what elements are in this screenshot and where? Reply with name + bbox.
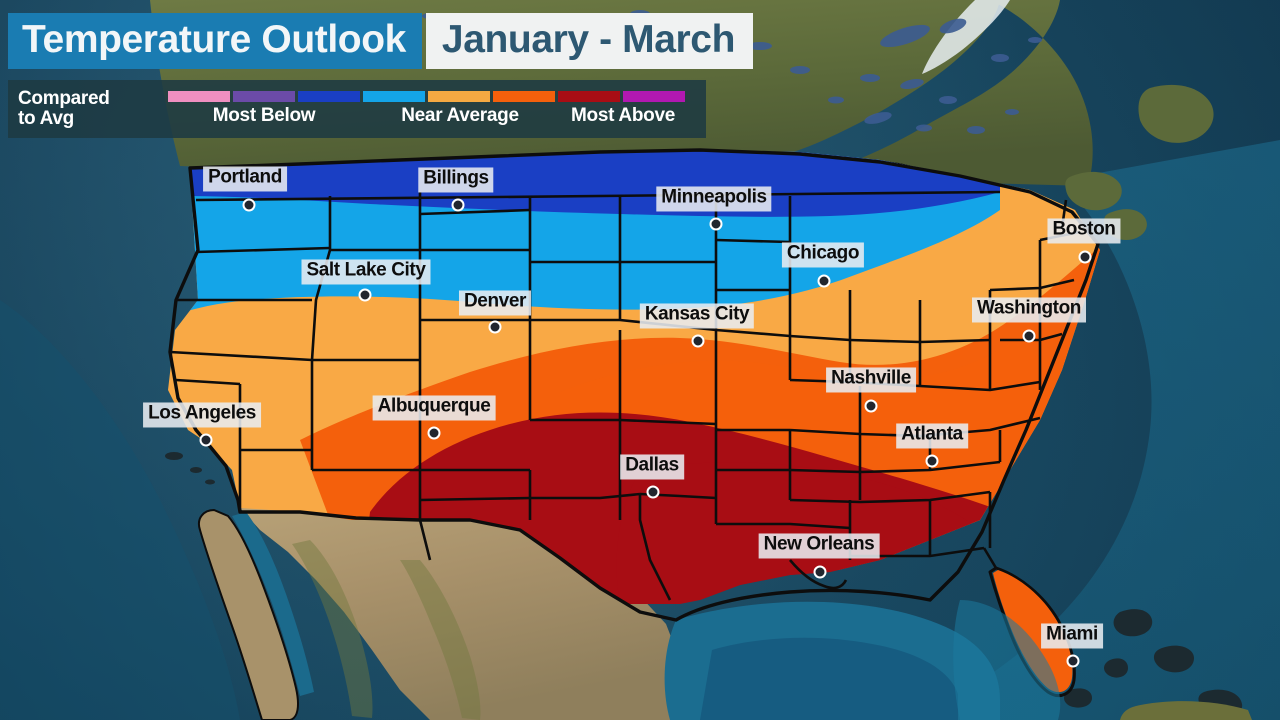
- cuba-island: [1120, 701, 1252, 720]
- city-label: Salt Lake City: [301, 259, 431, 284]
- city-dot: [1022, 329, 1036, 343]
- arctic-ice-streak: [922, 0, 1010, 74]
- city-label: Albuquerque: [372, 395, 496, 420]
- city-dot: [1066, 654, 1080, 668]
- city-label: Dallas: [620, 454, 684, 479]
- city-dot: [709, 217, 723, 231]
- city-label: Minneapolis: [656, 186, 772, 211]
- legend-scale: Most Below Near Average Most Above: [166, 91, 706, 127]
- gulf-deep: [700, 637, 958, 720]
- city-label: Kansas City: [639, 303, 755, 328]
- florida-zone-fill: [993, 570, 1073, 693]
- city-label: Los Angeles: [143, 402, 261, 427]
- legend-title: Compared to Avg: [8, 89, 166, 129]
- city-dot: [427, 426, 441, 440]
- legend-swatch-near-light-orange: [428, 91, 490, 102]
- legend-label-near-average: Near Average: [401, 105, 519, 126]
- channel-islands: [165, 452, 215, 485]
- period-label: January - March: [425, 13, 754, 69]
- pacific-shelf: [0, 300, 240, 720]
- city-dot: [691, 334, 705, 348]
- city-label: Boston: [1047, 218, 1121, 243]
- city-dot: [1078, 250, 1092, 264]
- baja-peninsula: [198, 508, 299, 720]
- city-dot: [199, 433, 213, 447]
- city-dot: [864, 399, 878, 413]
- city-dot: [451, 198, 465, 212]
- city-dot: [358, 288, 372, 302]
- page-title: Temperature Outlook: [8, 13, 422, 69]
- zone-above-orange-plains-finger: [560, 340, 1060, 440]
- mexico-highlands: [292, 540, 481, 720]
- bahamas-islands: [1064, 609, 1243, 717]
- legend-swatch-near-light-blue: [363, 91, 425, 102]
- city-label: Denver: [458, 290, 532, 315]
- legend-swatches: [166, 91, 698, 102]
- legend-title-line1: Compared: [18, 88, 110, 110]
- city-label: Chicago: [781, 242, 865, 267]
- legend-panel: Compared to Avg Most Below Near Average …: [8, 80, 706, 138]
- legend-swatch-above-dark-red: [558, 91, 620, 102]
- legend-swatch-most-above-magenta: [623, 91, 685, 102]
- florida-coast-water: [953, 600, 1061, 720]
- legend-title-line2: to Avg: [18, 108, 74, 129]
- legend-swatch-most-below-pink: [168, 91, 230, 102]
- legend-swatch-below-dark-blue: [298, 91, 360, 102]
- gulf-of-california: [232, 512, 314, 696]
- city-dot: [817, 274, 831, 288]
- city-label: Nashville: [826, 367, 916, 392]
- city-label: Portland: [203, 166, 287, 191]
- city-dot: [488, 320, 502, 334]
- canada-landmass: [150, 0, 1093, 186]
- title-bar: Temperature Outlook January - March: [8, 13, 754, 69]
- legend-swatch-below-purple: [233, 91, 295, 102]
- legend-label-most-below: Most Below: [212, 105, 316, 126]
- city-label: Miami: [1041, 623, 1103, 648]
- legend-label-most-above: Most Above: [571, 105, 675, 126]
- city-dot: [242, 198, 256, 212]
- city-label: Billings: [418, 167, 494, 192]
- city-dot: [813, 565, 827, 579]
- city-label: Atlanta: [896, 423, 968, 448]
- legend-scale-labels: Most Below Near Average Most Above: [166, 105, 698, 127]
- city-label: Washington: [972, 297, 1086, 322]
- atlantic-shelf: [840, 140, 1280, 720]
- city-dot: [925, 454, 939, 468]
- city-dot: [646, 485, 660, 499]
- city-label: New Orleans: [758, 533, 880, 558]
- legend-swatch-above-orange: [493, 91, 555, 102]
